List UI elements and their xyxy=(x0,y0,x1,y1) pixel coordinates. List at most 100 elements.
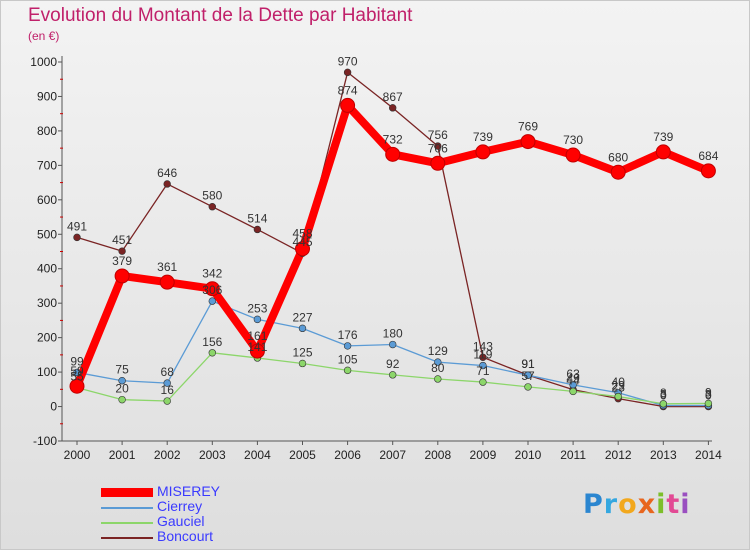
x-tick-label: 2003 xyxy=(199,448,226,462)
data-label-cierrey: 91 xyxy=(521,357,535,371)
data-label-miserey: 680 xyxy=(608,150,628,164)
data-label-miserey: 739 xyxy=(653,130,673,144)
data-point-gauciel xyxy=(389,371,397,379)
data-point-cierrey xyxy=(208,297,217,305)
y-tick-label: 300 xyxy=(37,296,57,310)
data-label-miserey: 342 xyxy=(202,267,222,281)
data-point-gauciel xyxy=(163,397,171,405)
data-label-cierrey: 3 xyxy=(660,388,667,402)
data-point-gauciel xyxy=(343,366,352,375)
chart-subtitle: (en €) xyxy=(28,29,60,43)
legend-item-gauciel: Gauciel xyxy=(101,513,301,530)
data-point-gauciel xyxy=(208,349,217,357)
x-tick-label: 2014 xyxy=(695,448,722,462)
logo-letter: r xyxy=(603,489,619,520)
y-tick-label: 600 xyxy=(37,193,57,207)
legend-item-cierrey: Cierrey xyxy=(101,498,301,515)
data-label-miserey: 684 xyxy=(698,149,718,163)
logo-letter: t xyxy=(666,489,681,520)
data-point-miserey xyxy=(114,268,130,284)
data-label-gauciel: 20 xyxy=(115,382,129,396)
data-label-cierrey: 176 xyxy=(338,328,358,342)
data-point-cierrey xyxy=(343,342,352,350)
legend-label-misserey: MISEREY xyxy=(157,483,221,499)
data-point-miserey xyxy=(159,274,175,290)
data-label-gauciel: 71 xyxy=(476,364,490,378)
legend-label-cierrey: Cierrey xyxy=(157,498,203,514)
x-tick-label: 2010 xyxy=(515,448,542,462)
data-label-cierrey: 63 xyxy=(566,367,580,381)
data-point-gauciel xyxy=(569,387,577,396)
data-point-gauciel xyxy=(704,399,713,408)
data-point-cierrey xyxy=(434,358,442,366)
data-label-gauciel: 125 xyxy=(292,345,312,359)
x-tick-label: 2009 xyxy=(470,448,497,462)
data-point-gauciel xyxy=(524,383,532,391)
data-label-gauciel: 8 xyxy=(660,386,667,400)
y-tick-label: 800 xyxy=(37,124,57,138)
data-point-gauciel xyxy=(434,375,442,383)
data-point-miserey xyxy=(295,241,310,257)
data-point-boncourt xyxy=(163,180,171,188)
data-point-miserey xyxy=(475,144,491,160)
data-label-gauciel: 156 xyxy=(202,335,222,349)
legend-label-boncourt: Boncourt xyxy=(157,528,214,544)
x-tick-label: 2005 xyxy=(289,448,316,462)
data-label-miserey: 732 xyxy=(383,132,403,146)
data-label-boncourt: 451 xyxy=(112,233,132,247)
data-point-cierrey xyxy=(73,368,81,377)
y-tick-label: 1000 xyxy=(30,55,57,69)
data-label-miserey: 874 xyxy=(338,83,358,97)
data-label-cierrey: 119 xyxy=(473,348,492,362)
data-label-boncourt: 445 xyxy=(292,235,312,249)
data-label-miserey: 379 xyxy=(112,254,132,268)
legend: MISEREY Cierrey Gauciel Boncourt xyxy=(101,483,301,545)
data-point-miserey xyxy=(700,163,716,179)
data-label-gauciel: 44 xyxy=(566,373,580,387)
data-point-boncourt xyxy=(343,68,352,77)
x-tick-label: 2000 xyxy=(64,448,91,462)
data-label-miserey: 706 xyxy=(428,141,448,155)
y-tick-label: 400 xyxy=(37,262,57,276)
data-point-miserey xyxy=(249,343,265,359)
data-point-miserey xyxy=(340,97,356,113)
data-label-boncourt: 756 xyxy=(428,128,448,142)
data-point-gauciel xyxy=(659,400,667,408)
x-tick-label: 2006 xyxy=(334,448,361,462)
data-label-miserey: 161 xyxy=(247,329,267,343)
data-label-boncourt: 970 xyxy=(338,54,358,68)
data-label-cierrey: 227 xyxy=(292,310,312,324)
data-label-boncourt: 0 xyxy=(660,389,667,403)
data-point-miserey xyxy=(69,378,85,394)
data-point-gauciel xyxy=(479,378,487,386)
data-point-gauciel xyxy=(298,359,307,368)
data-label-gauciel: 29 xyxy=(612,379,626,393)
data-label-boncourt: 580 xyxy=(202,189,222,203)
data-label-miserey: 59 xyxy=(70,364,84,378)
data-point-boncourt xyxy=(73,233,81,242)
data-label-gauciel: 16 xyxy=(161,383,175,397)
data-point-miserey xyxy=(430,155,446,171)
data-point-boncourt xyxy=(253,225,262,234)
legend-swatch-boncourt xyxy=(101,537,153,539)
data-point-boncourt xyxy=(479,353,487,361)
legend-label-gauciel: Gauciel xyxy=(157,513,205,529)
x-tick-label: 2004 xyxy=(244,448,271,462)
data-label-boncourt: 49 xyxy=(566,372,580,386)
data-point-cierrey xyxy=(118,377,126,385)
logo-letter: P xyxy=(583,489,604,520)
data-label-boncourt: 0 xyxy=(705,389,712,403)
data-point-cierrey xyxy=(524,371,532,379)
x-tick-label: 2008 xyxy=(424,448,451,462)
x-tick-label: 2007 xyxy=(379,448,406,462)
data-label-gauciel: 80 xyxy=(431,361,445,375)
y-tick-label: 100 xyxy=(37,365,57,379)
logo-letter: i xyxy=(680,489,691,520)
legend-swatch-cierrey xyxy=(101,507,153,509)
data-point-miserey xyxy=(610,164,626,180)
y-tick-label: 700 xyxy=(37,158,57,172)
data-label-miserey: 739 xyxy=(473,130,493,144)
data-label-cierrey: 40 xyxy=(612,375,626,389)
data-label-boncourt: 646 xyxy=(157,166,177,180)
